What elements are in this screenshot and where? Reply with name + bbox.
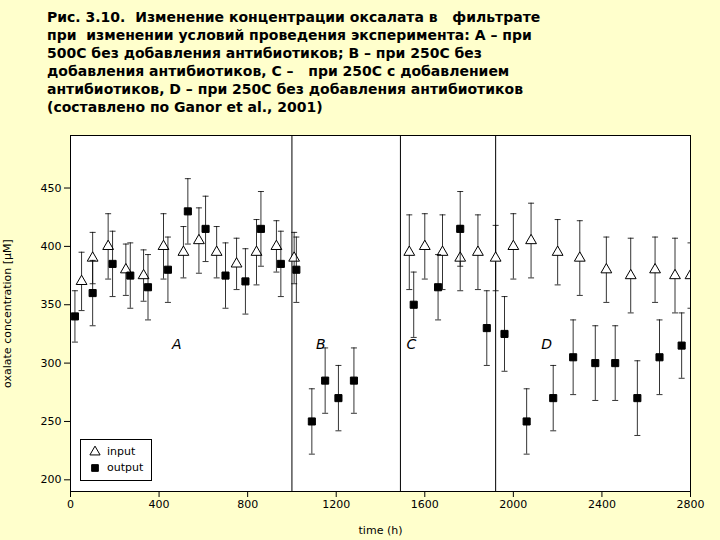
svg-text:time (h): time (h) [359, 524, 403, 537]
svg-text:2800: 2800 [677, 498, 705, 511]
svg-text:2000: 2000 [499, 498, 527, 511]
svg-text:800: 800 [237, 498, 258, 511]
svg-text:1600: 1600 [411, 498, 439, 511]
html-text:Рис. 3.10. Изменение концентра: Рис. 3.10. Изменение концентрации оксала… [47, 9, 541, 115]
svg-text:250: 250 [41, 415, 62, 428]
svg-text:350: 350 [41, 298, 62, 311]
svg-text:400: 400 [149, 498, 170, 511]
svg-text:450: 450 [41, 182, 62, 195]
html-text:input: input [107, 445, 136, 458]
svg-text:400: 400 [41, 240, 62, 253]
svg-text:200: 200 [41, 473, 62, 486]
html-text:output: output [107, 461, 144, 474]
svg-text:300: 300 [41, 357, 62, 370]
svg-text:0: 0 [67, 498, 74, 511]
svg-text:B: B [316, 336, 326, 352]
svg-text:D: D [541, 336, 552, 352]
svg-text:A: A [171, 336, 182, 352]
svg-text:1200: 1200 [322, 498, 350, 511]
svg-text:2400: 2400 [588, 498, 616, 511]
svg-text:C: C [407, 336, 417, 352]
svg-text:oxalate concentration [μM]: oxalate concentration [μM] [1, 239, 14, 388]
